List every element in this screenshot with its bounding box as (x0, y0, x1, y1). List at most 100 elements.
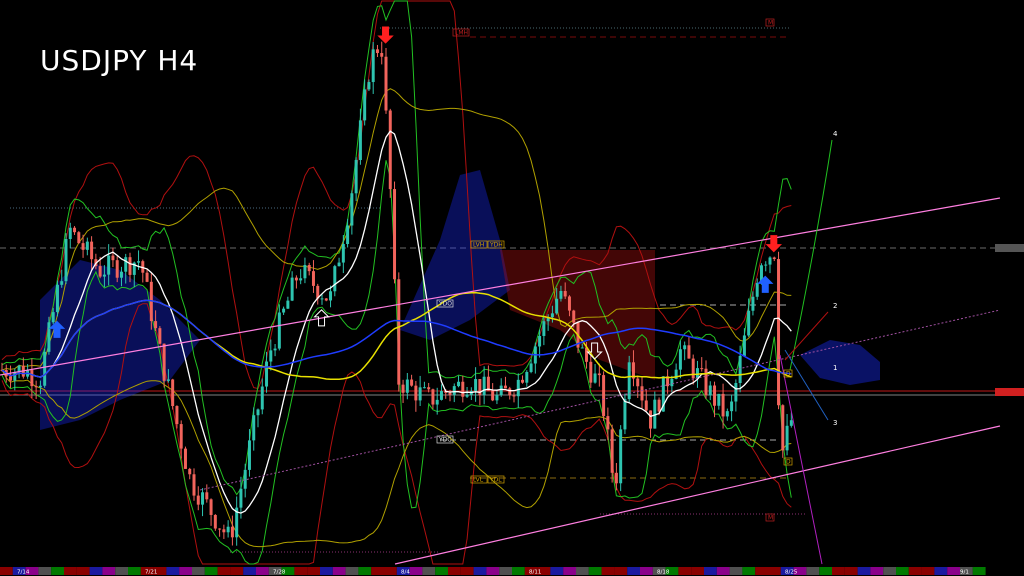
candle-body (137, 261, 141, 263)
candle-body (512, 395, 516, 397)
candle-body (183, 448, 187, 469)
candle-body (30, 370, 34, 387)
ma-slow-blue (1, 299, 792, 378)
candle-body (585, 347, 589, 362)
candle-body (772, 257, 776, 260)
time-axis-segment (755, 567, 768, 575)
x-tick-label: 7/28 (273, 570, 286, 576)
candle-body (521, 379, 525, 383)
x-tick-label: 8/11 (529, 570, 541, 576)
candle-body (192, 474, 196, 496)
candle-body (670, 378, 674, 387)
candle-body (111, 255, 115, 261)
label-m-bottom: M (768, 515, 773, 522)
candle-body (85, 241, 89, 250)
label-ydo: YDO (438, 301, 452, 308)
time-axis-segment (857, 567, 871, 575)
candle-body (55, 284, 59, 313)
label-d-low: D (786, 459, 791, 466)
candle-body (414, 385, 418, 401)
time-axis-segment (89, 567, 103, 575)
candle-body (589, 361, 593, 383)
candle-body (491, 390, 495, 401)
candle-body (465, 394, 469, 397)
candle-body (162, 343, 166, 381)
candle-body (154, 321, 158, 329)
time-axis-segment (268, 567, 282, 575)
candle-body (457, 381, 461, 387)
candle-body (499, 385, 503, 396)
candle-body (256, 409, 260, 416)
candle-body (260, 386, 264, 410)
candle-body (695, 368, 699, 379)
cloud-bull-area-2 (400, 170, 510, 340)
wave-label-3: 3 (833, 419, 837, 427)
candle-body (205, 492, 209, 500)
candle-body (636, 378, 640, 387)
candle-body (384, 56, 388, 111)
time-axis-segment (473, 567, 487, 575)
cloud-span-b (1, 369, 792, 548)
time-axis-segment (844, 567, 858, 575)
candle-body (546, 317, 550, 322)
candle-body (145, 272, 149, 282)
candle-body (418, 387, 422, 401)
candle-body (166, 379, 170, 381)
candle-body (410, 379, 414, 386)
sell-arrow-icon (586, 342, 603, 360)
candle-body (81, 243, 85, 250)
label-ydl: YDL (489, 477, 502, 484)
time-axis-segment (793, 567, 807, 575)
time-axis-segment (512, 567, 525, 575)
time-axis-segment (217, 567, 231, 575)
candle-body (337, 262, 341, 267)
buy-arrow-icon (48, 320, 66, 338)
candle-body (738, 356, 742, 384)
candle-body (516, 379, 520, 397)
time-axis-segment (742, 567, 756, 575)
time-axis-segment (435, 567, 448, 575)
candle-body (247, 440, 251, 470)
label-lvh-box (470, 240, 488, 249)
candle-body (661, 376, 665, 412)
time-axis-segment (652, 567, 666, 575)
time-axis-segment (422, 567, 436, 575)
time-axis-segment (806, 567, 820, 575)
time-axis-segment (153, 567, 167, 575)
time-axis-segment (102, 567, 116, 575)
label-d-high: D (786, 371, 791, 378)
candle-body (721, 393, 725, 417)
candle-body (717, 393, 721, 406)
candle-body (580, 347, 584, 349)
cloud-bull-area-3 (800, 340, 880, 385)
candle-body (346, 225, 350, 244)
candle-body (354, 160, 358, 194)
wave-label-4: 4 (833, 130, 838, 138)
candle-body (704, 368, 708, 396)
time-axis-segment (64, 567, 77, 575)
time-axis-segment (460, 567, 474, 575)
candle-body (742, 335, 746, 357)
candle-body (666, 376, 670, 387)
time-axis-segment (230, 567, 244, 575)
candle-body (277, 312, 281, 349)
cloud-span-a (1, 88, 792, 371)
time-axis-segment (371, 567, 384, 575)
candle-body (324, 298, 328, 301)
candle-body (363, 89, 367, 121)
candle-body (218, 528, 222, 530)
time-axis-segment (947, 567, 960, 575)
time-axis-segment (25, 567, 39, 575)
time-axis-segment (576, 567, 589, 575)
label-ydh: YDH (489, 242, 503, 249)
candle-body (367, 82, 371, 90)
time-axis-segment (256, 567, 269, 575)
label-lmh-box (452, 28, 470, 37)
candle-body (90, 241, 94, 260)
x-tick-label: 9/1 (960, 570, 969, 576)
candle-body (431, 389, 435, 405)
candle-body (47, 322, 51, 352)
candle-body (209, 499, 213, 515)
time-axis-segment (563, 567, 576, 575)
